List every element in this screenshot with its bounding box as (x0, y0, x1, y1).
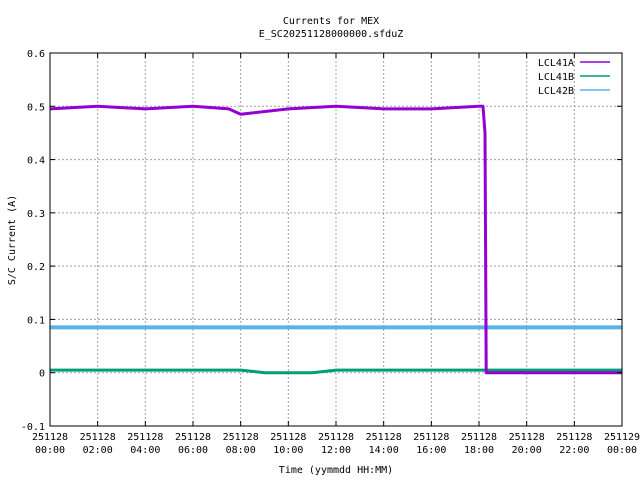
x-tick-label-time: 14:00 (369, 445, 399, 456)
x-tick-label-date: 251128 (366, 432, 402, 443)
ticks-layer: -0.1 0 0.1 0.2 0.3 0.4 0.5 0.6 251128 00:00 251128… (21, 49, 640, 456)
x-tick-label-date: 251128 (270, 432, 306, 443)
x-tick-label-time: 00:00 (35, 445, 65, 456)
x-tick-label-time: 18:00 (464, 445, 494, 456)
y-tick-label: 0.3 (27, 209, 45, 220)
x-axis-label: Time (yymmdd HH:MM) (279, 465, 393, 476)
x-tick-label-date: 251128 (461, 432, 497, 443)
x-tick-label-time: 22:00 (559, 445, 589, 456)
x-tick-label-date: 251128 (413, 432, 449, 443)
x-tick-label-date: 251128 (509, 432, 545, 443)
y-axis-label: S/C Current (A) (7, 195, 18, 285)
x-tick-label-date: 251128 (223, 432, 259, 443)
series-layer (49, 104, 622, 375)
y-tick-label: 0 (39, 369, 45, 380)
series-lcl41a-line (49, 104, 622, 375)
legend-label: LCL41B (538, 72, 574, 83)
legend-label: LCL41A (538, 58, 574, 69)
y-tick-label: 0.2 (27, 262, 45, 273)
legend: LCL41A LCL41B LCL42B (538, 58, 610, 97)
chart-title: Currents for MEX (283, 16, 379, 27)
x-tick-label-time: 12:00 (321, 445, 351, 456)
x-tick-label-time: 02:00 (83, 445, 113, 456)
x-tick-label-date: 251128 (32, 432, 68, 443)
x-tick-label-time: 04:00 (130, 445, 160, 456)
y-tick-label: 0.1 (27, 315, 45, 326)
x-tick-label-date: 251128 (80, 432, 116, 443)
x-tick-label-time: 08:00 (226, 445, 256, 456)
x-tick-label-time: 20:00 (512, 445, 542, 456)
x-tick-label-date: 251128 (175, 432, 211, 443)
y-tick-label: -0.1 (21, 422, 45, 433)
x-tick-label-date: 251129 (604, 432, 640, 443)
chart-subtitle: E_SC20251128000000.sfduZ (259, 29, 404, 40)
series-lcl41b-line (50, 368, 622, 375)
x-tick-label-time: 00:00 (607, 445, 637, 456)
x-tick-label-time: 10:00 (273, 445, 303, 456)
x-tick-label-date: 251128 (556, 432, 592, 443)
y-tick-label: 0.6 (27, 49, 45, 60)
legend-label: LCL42B (538, 86, 574, 97)
x-tick-label-time: 06:00 (178, 445, 208, 456)
x-tick-label-date: 251128 (318, 432, 354, 443)
y-tick-label: 0.5 (27, 102, 45, 113)
y-tick-label: 0.4 (27, 156, 45, 167)
x-tick-label-time: 16:00 (416, 445, 446, 456)
x-tick-label-date: 251128 (127, 432, 163, 443)
